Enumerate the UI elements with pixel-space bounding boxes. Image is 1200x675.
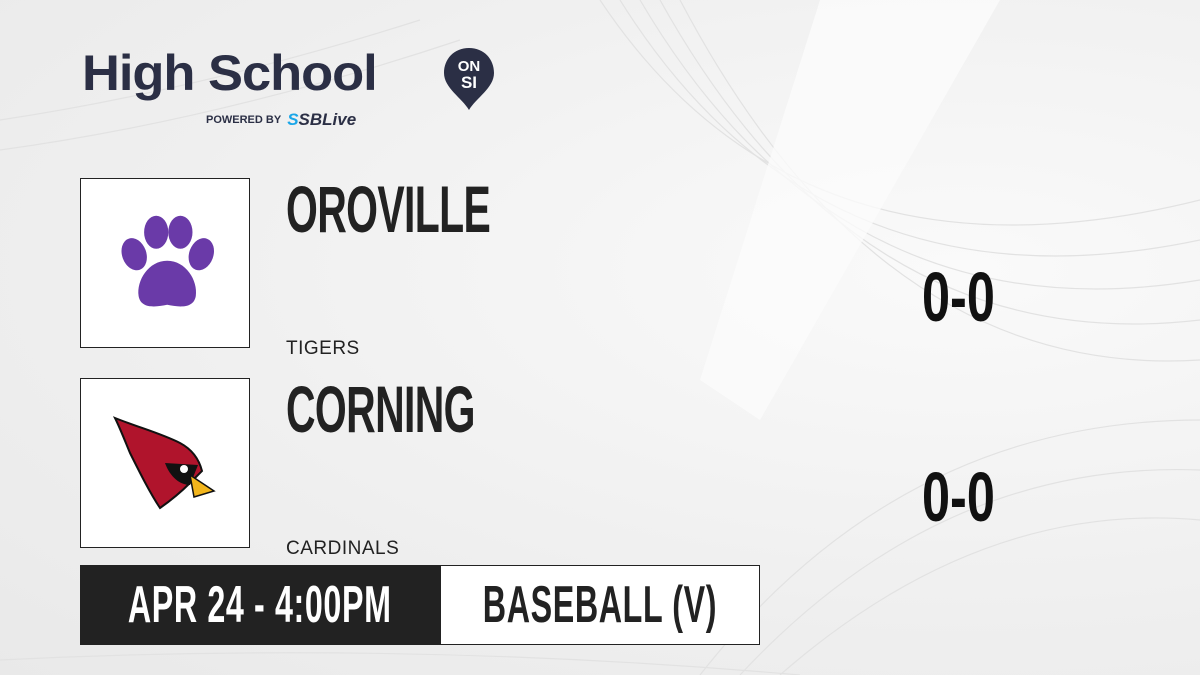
powered-by-label: POWERED BY: [206, 114, 282, 126]
on-si-pin-icon: ON SI: [444, 48, 494, 110]
powered-by: POWERED BY SSBLive: [206, 110, 356, 130]
team-logo-oroville: [80, 178, 250, 348]
game-datetime-text: APR 24 - 4:00PM: [128, 576, 392, 634]
paw-print-icon: [121, 215, 214, 307]
badge-top: ON: [458, 58, 481, 75]
team-score: 0-0: [922, 258, 995, 336]
brand-logo: High School: [82, 44, 378, 102]
brand-title: High School: [82, 45, 378, 101]
game-sport: BASEBALL (V): [440, 565, 760, 645]
team-mascot: CARDINALS: [286, 538, 400, 559]
team-mascot: TIGERS: [286, 338, 360, 359]
badge-bottom: SI: [461, 73, 477, 92]
sblive-logo: SSBLive: [287, 110, 357, 129]
game-sport-text: BASEBALL (V): [482, 576, 718, 634]
team-name: OROVILLE: [286, 172, 491, 246]
team-name: CORNING: [286, 372, 476, 446]
cardinal-bird-icon: [112, 416, 216, 510]
team-logo-corning: [80, 378, 250, 548]
team-score: 0-0: [922, 458, 995, 536]
game-datetime: APR 24 - 4:00PM: [80, 565, 440, 645]
